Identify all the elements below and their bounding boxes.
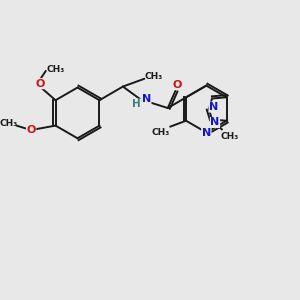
- Text: N: N: [210, 118, 220, 128]
- Text: CH₃: CH₃: [145, 72, 163, 81]
- Text: CH₃: CH₃: [0, 119, 18, 128]
- Text: O: O: [26, 124, 36, 134]
- Text: H: H: [132, 99, 141, 109]
- Text: O: O: [35, 79, 45, 88]
- Text: CH₃: CH₃: [152, 128, 170, 137]
- Text: N: N: [209, 102, 218, 112]
- Text: CH₃: CH₃: [46, 64, 64, 74]
- Text: N: N: [142, 94, 151, 104]
- Text: N: N: [202, 128, 211, 138]
- Text: O: O: [173, 80, 182, 90]
- Text: CH₃: CH₃: [220, 132, 239, 141]
